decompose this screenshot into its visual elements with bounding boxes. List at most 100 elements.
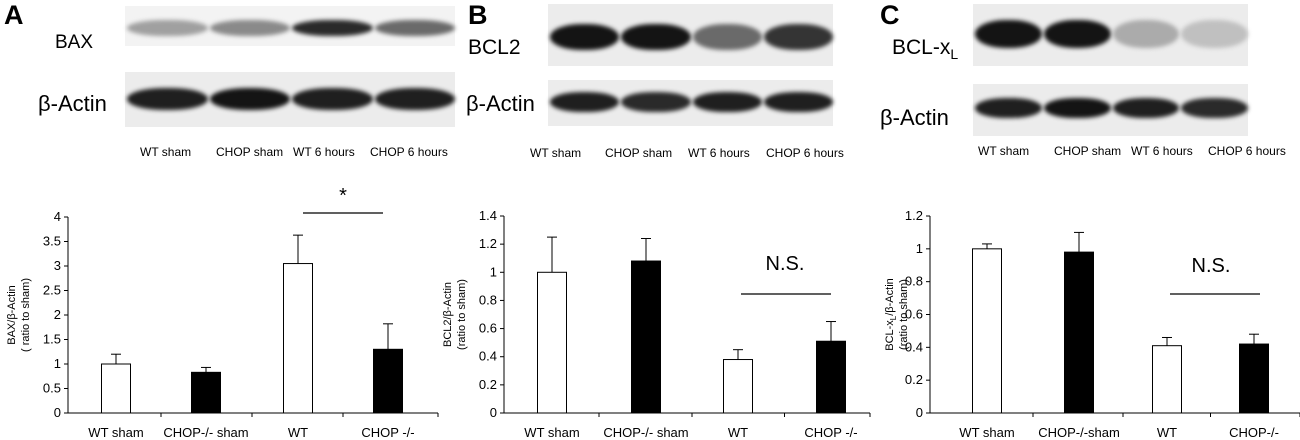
actin-band	[692, 92, 762, 112]
actin-band	[975, 98, 1042, 118]
bar	[1239, 343, 1269, 414]
panel-letter-c: C	[880, 0, 900, 30]
x-category-label: WT sham	[524, 425, 579, 440]
blot-label-actin-c: β-Actin	[880, 105, 949, 130]
x-category-label: CHOP -/-	[361, 425, 414, 440]
x-category-label: CHOP -/-	[804, 425, 857, 440]
lane-label: CHOP sham	[605, 146, 673, 160]
lane-label: WT sham	[530, 146, 582, 160]
y-tick-label: 2	[54, 307, 61, 322]
x-category-label: WT	[728, 425, 748, 440]
x-category-label: WT	[288, 425, 308, 440]
actin-band	[374, 88, 455, 110]
blot-label-bcl2: BCL2	[468, 36, 521, 59]
target-band	[975, 20, 1042, 48]
blot-actin-a	[125, 72, 455, 127]
x-category-label: CHOP-/-sham	[1038, 425, 1120, 440]
y-tick-label: 0.5	[43, 381, 61, 396]
y-axis-label: BAX/β-Actin	[6, 285, 18, 345]
y-tick-label: 0	[916, 405, 923, 420]
y-tick-label: 1.2	[479, 236, 497, 251]
blot-label-actin-b: β-Actin	[466, 91, 535, 116]
bar	[537, 271, 567, 414]
actin-band	[209, 88, 290, 110]
significance-ns-label: N.S.	[766, 253, 805, 275]
bar	[1064, 251, 1094, 414]
target-band	[550, 24, 620, 50]
bar-chart-bcl2: 0 0.2 0.4 0.6 0.8 1 1.2 1.4 WT sham CHOP-/- sham W…	[442, 208, 871, 440]
blot-actin-c	[973, 84, 1248, 136]
bar	[373, 348, 403, 414]
actin-band	[550, 92, 620, 112]
target-band	[1043, 20, 1111, 48]
y-tick-label: 1	[54, 356, 61, 371]
y-axis-label-units: ( ratio to sham)	[20, 278, 32, 352]
significance-ns-label: N.S.	[1192, 255, 1231, 277]
bar	[631, 260, 661, 414]
y-tick-label: 1	[490, 264, 497, 279]
lane-label: CHOP 6 hours	[766, 146, 844, 160]
bar	[972, 248, 1002, 414]
y-tick-label: 2.5	[43, 283, 61, 298]
lane-label: CHOP sham	[1054, 144, 1122, 158]
x-category-label: WT sham	[88, 425, 143, 440]
y-tick-label: 0	[490, 405, 497, 420]
bar	[283, 263, 313, 414]
lane-label: WT sham	[978, 144, 1030, 158]
target-band	[209, 20, 290, 36]
y-tick-label: 0.2	[479, 377, 497, 392]
actin-band	[127, 88, 208, 110]
x-category-label: WT sham	[959, 425, 1014, 440]
y-tick-label: 1.4	[479, 208, 497, 223]
bar	[101, 363, 131, 414]
panel-letter-b: B	[468, 0, 488, 30]
lane-label: CHOP sham	[216, 145, 284, 159]
y-axis-label-units: (ratio to sham)	[898, 279, 910, 350]
bar	[723, 359, 753, 414]
bar	[191, 371, 221, 414]
lane-label: WT 6 hours	[1131, 144, 1193, 158]
bar-chart-bclxl: 0 0.2 0.4 0.6 0.8 1 1.2 WT sham CHOP-/-sham WT CHO…	[884, 208, 1300, 440]
x-category-label: CHOP-/- sham	[163, 425, 248, 440]
bar	[816, 340, 846, 414]
bar	[1152, 345, 1182, 414]
blot-bcl2	[548, 4, 833, 66]
panel-letter-a: A	[4, 0, 24, 30]
y-axis-label: BCL2/β-Actin	[442, 282, 454, 347]
blot-label-bclxl: BCL-xL	[892, 36, 959, 63]
y-tick-label: 3	[54, 258, 61, 273]
y-tick-label: 3.5	[43, 234, 61, 249]
actin-band	[621, 92, 691, 112]
actin-band	[1043, 98, 1111, 118]
actin-band	[1112, 98, 1180, 118]
y-tick-label: 4	[54, 209, 61, 224]
target-band	[292, 20, 373, 36]
y-tick-label: 0.4	[905, 339, 923, 354]
blot-bclxl	[973, 4, 1248, 66]
x-category-label: WT	[1157, 425, 1177, 440]
y-tick-label: 0.4	[479, 349, 497, 364]
lane-label: WT 6 hours	[688, 146, 750, 160]
lane-label: WT sham	[140, 145, 192, 159]
target-band	[1112, 20, 1180, 48]
bar-chart-bax: 0 0.5 1 1.5 2 2.5 3 3.5 4 WT sham CHOP-/- sham WT CH…	[6, 185, 439, 440]
y-axis-label-units: (ratio to sham)	[456, 279, 468, 350]
y-tick-label: 1.2	[905, 208, 923, 223]
significance-asterisk: *	[339, 185, 347, 207]
y-tick-label: 0.6	[479, 321, 497, 336]
target-band	[127, 20, 208, 36]
y-tick-label: 0	[54, 405, 61, 420]
x-category-label: CHOP-/- sham	[603, 425, 688, 440]
target-band	[692, 24, 762, 50]
blot-label-actin-a: β-Actin	[38, 91, 107, 116]
actin-band	[763, 92, 833, 112]
actin-band	[292, 88, 373, 110]
target-band	[621, 24, 691, 50]
lane-label: WT 6 hours	[293, 145, 355, 159]
target-band	[374, 20, 455, 36]
blot-actin-b	[548, 80, 833, 126]
y-tick-label: 0.8	[905, 274, 923, 289]
y-axis-label: BCL-xL/β-Actin	[884, 278, 898, 351]
lane-label: CHOP 6 hours	[1208, 144, 1286, 158]
target-band	[763, 24, 833, 50]
